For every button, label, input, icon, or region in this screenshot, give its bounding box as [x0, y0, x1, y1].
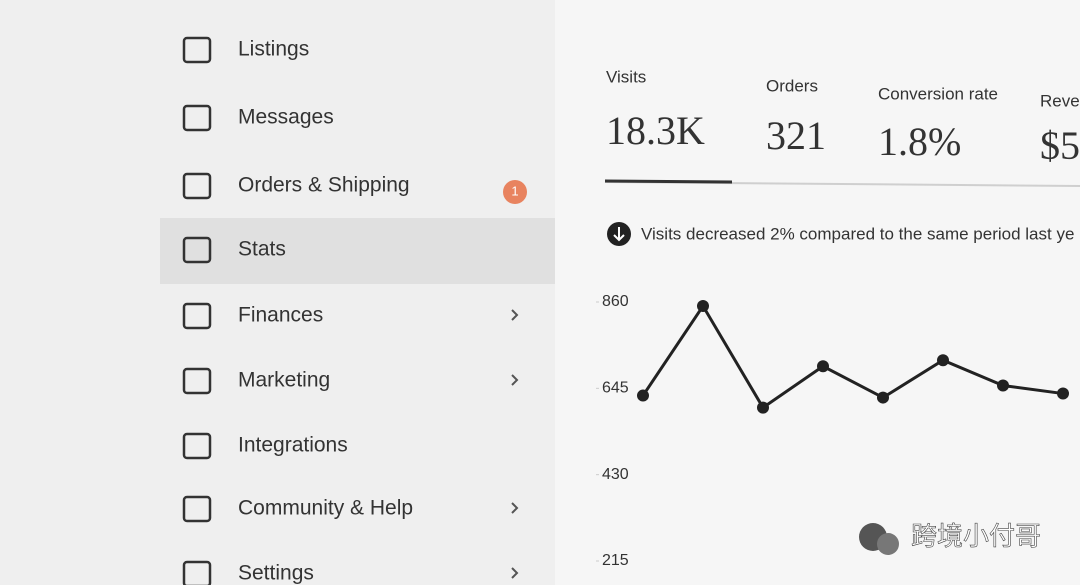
main-panel — [555, 0, 1080, 585]
metric-label: Reven — [1040, 91, 1080, 110]
y-tick-label: 645 — [602, 380, 629, 397]
active-row — [160, 218, 555, 284]
metric-value: 1.8% — [878, 119, 961, 164]
notice: Visits decreased 2% compared to the same… — [641, 224, 1074, 243]
nav-item[interactable]: Stats — [238, 238, 286, 261]
nav-icon — [182, 104, 212, 132]
metric-value: 18.3K — [606, 108, 705, 153]
nav-item[interactable]: Community & Help — [238, 497, 413, 520]
nav-icon — [182, 302, 212, 330]
chevron — [511, 502, 519, 514]
chevron — [511, 309, 519, 321]
y-tick-label: 430 — [602, 466, 629, 483]
chevron — [511, 374, 519, 386]
metric-label: Conversion rate — [878, 84, 998, 103]
y-tick-label: 215 — [602, 552, 629, 569]
tab-indicator — [604, 179, 733, 184]
nav-icon — [182, 432, 212, 460]
nav-icon — [182, 36, 212, 64]
point — [637, 389, 649, 402]
metric-label: Visits — [606, 67, 646, 86]
metric-label: Orders — [766, 76, 818, 95]
metric-value: 321 — [766, 113, 826, 158]
point — [697, 300, 709, 313]
y-tick-label: 860 — [602, 293, 629, 310]
nav-icon — [182, 495, 212, 523]
badge — [503, 180, 527, 204]
nav-icon — [182, 236, 212, 264]
nav-item[interactable]: Finances — [238, 304, 323, 327]
chevron — [511, 567, 519, 579]
point — [757, 401, 769, 414]
nav-icon — [182, 560, 212, 585]
metric-value: $5, — [1040, 123, 1080, 168]
nav-icon — [182, 367, 212, 395]
line — [641, 303, 1064, 410]
nav-item[interactable]: Orders & Shipping — [238, 174, 410, 197]
point — [817, 360, 829, 373]
point — [877, 391, 889, 404]
nav-item[interactable]: Messages — [238, 106, 334, 129]
nav-item[interactable]: Integrations — [238, 434, 348, 457]
point — [997, 379, 1009, 392]
watermark: 跨境小付哥 — [911, 521, 1041, 551]
point — [1057, 387, 1069, 400]
nav-icon — [182, 172, 212, 200]
nav-item[interactable]: Marketing — [238, 369, 330, 392]
point — [937, 354, 949, 367]
notice-arrow — [613, 227, 625, 242]
nav-item[interactable]: Listings — [238, 38, 309, 61]
badge-count: 1 — [511, 183, 518, 198]
nav-item[interactable]: Settings — [238, 562, 314, 585]
watermark-icon — [877, 533, 899, 555]
